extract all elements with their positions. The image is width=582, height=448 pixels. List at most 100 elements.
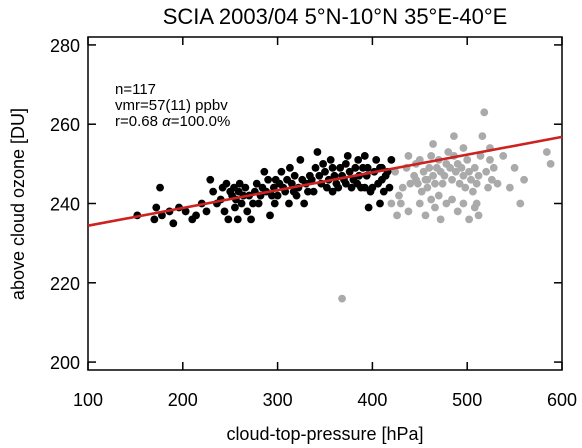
- data-point-used: [270, 199, 279, 208]
- data-point-excluded: [415, 199, 424, 208]
- data-point-excluded: [499, 152, 508, 160]
- data-point-excluded: [461, 183, 470, 192]
- data-point-excluded: [398, 183, 407, 192]
- data-point-used: [368, 183, 377, 192]
- x-tick-label: 300: [263, 390, 293, 410]
- data-point-used: [313, 148, 322, 156]
- data-point-excluded: [487, 175, 496, 184]
- data-point-used: [321, 167, 329, 176]
- data-point-excluded: [480, 108, 489, 117]
- data-point-used: [387, 155, 396, 164]
- chart-title: SCIA 2003/04 5°N-10°N 35°E-40°E: [163, 4, 508, 29]
- data-point-excluded: [444, 148, 453, 156]
- data-point-excluded: [470, 163, 479, 172]
- data-point-used: [252, 179, 261, 188]
- data-point-excluded: [448, 175, 456, 184]
- data-point-excluded: [450, 132, 458, 141]
- data-point-excluded: [476, 152, 485, 160]
- x-tick-label: 200: [168, 390, 198, 410]
- data-point-used: [273, 191, 282, 200]
- data-point-used: [341, 159, 350, 168]
- data-point-excluded: [474, 171, 483, 180]
- data-point-excluded: [440, 171, 449, 180]
- data-point-used: [379, 187, 388, 196]
- data-point-used: [360, 183, 369, 192]
- data-point-excluded: [423, 183, 432, 192]
- data-point-excluded: [468, 187, 477, 196]
- data-point-used: [260, 167, 269, 176]
- data-point-excluded: [457, 163, 466, 172]
- data-point-excluded: [427, 152, 436, 160]
- data-point-used: [249, 199, 257, 208]
- data-point-used: [247, 215, 255, 224]
- data-point-excluded: [404, 207, 413, 216]
- data-point-used: [192, 211, 200, 220]
- data-point-excluded: [404, 152, 413, 160]
- data-point-excluded: [338, 294, 346, 303]
- data-point-used: [296, 155, 305, 164]
- data-point-used: [309, 187, 318, 196]
- data-point-excluded: [516, 199, 525, 208]
- data-point-used: [372, 155, 381, 164]
- data-point-used: [156, 183, 164, 192]
- data-point-used: [354, 155, 363, 164]
- data-point-used: [266, 211, 274, 220]
- data-point-excluded: [406, 179, 415, 188]
- data-point-excluded: [438, 179, 447, 188]
- data-point-used: [304, 187, 312, 196]
- used-points-series: [133, 148, 396, 228]
- data-point-used: [224, 215, 233, 224]
- data-point-used: [169, 219, 178, 228]
- plot-frame: [87, 36, 563, 371]
- data-point-used: [336, 163, 345, 172]
- data-point-excluded: [459, 171, 468, 180]
- annotation-alpha-symbol: α: [162, 113, 171, 130]
- data-point-excluded: [453, 207, 462, 216]
- data-point-excluded: [421, 211, 430, 220]
- data-point-used: [277, 167, 286, 176]
- data-point-excluded: [459, 144, 468, 152]
- data-point-excluded: [431, 203, 439, 212]
- y-tick-label: 220: [50, 274, 80, 294]
- data-point-excluded: [442, 199, 451, 208]
- data-point-excluded: [436, 215, 445, 224]
- data-point-used: [363, 163, 372, 172]
- data-point-excluded: [393, 211, 401, 220]
- annotation-r: r=0.68: [115, 113, 162, 130]
- data-point-excluded: [434, 191, 443, 200]
- y-axis-ticks: [88, 44, 562, 363]
- data-point-excluded: [427, 195, 436, 204]
- data-point-excluded: [419, 167, 428, 176]
- data-point-excluded: [417, 187, 426, 196]
- data-point-excluded: [472, 199, 481, 208]
- data-point-excluded: [465, 215, 473, 224]
- data-point-excluded: [493, 179, 502, 188]
- data-point-excluded: [459, 199, 468, 208]
- data-point-used: [347, 183, 356, 192]
- data-point-excluded: [505, 183, 514, 192]
- data-point-used: [233, 215, 242, 224]
- annotation-vmr: vmr=57(11) ppbv: [115, 97, 228, 114]
- x-tick-label: 500: [452, 390, 482, 410]
- data-point-excluded: [412, 175, 420, 184]
- data-point-used: [237, 199, 246, 208]
- data-point-used: [307, 175, 316, 184]
- data-point-excluded: [482, 167, 491, 176]
- data-point-excluded: [425, 163, 434, 172]
- data-point-used: [254, 199, 263, 208]
- data-point-used: [326, 155, 335, 164]
- data-point-used: [351, 163, 360, 172]
- data-point-used: [231, 203, 239, 212]
- data-point-excluded: [446, 163, 455, 172]
- data-point-used: [290, 171, 299, 180]
- annotation-n: n=117: [115, 81, 156, 98]
- data-point-excluded: [472, 179, 481, 188]
- data-point-excluded: [489, 163, 498, 172]
- data-point-used: [334, 183, 343, 192]
- annotation-r-alpha: r=0.68 α=100.0%: [115, 113, 230, 130]
- data-point-used: [235, 179, 244, 188]
- data-point-excluded: [387, 199, 396, 208]
- data-point-excluded: [395, 191, 403, 200]
- x-tick-label: 600: [547, 390, 577, 410]
- data-point-used: [220, 207, 229, 216]
